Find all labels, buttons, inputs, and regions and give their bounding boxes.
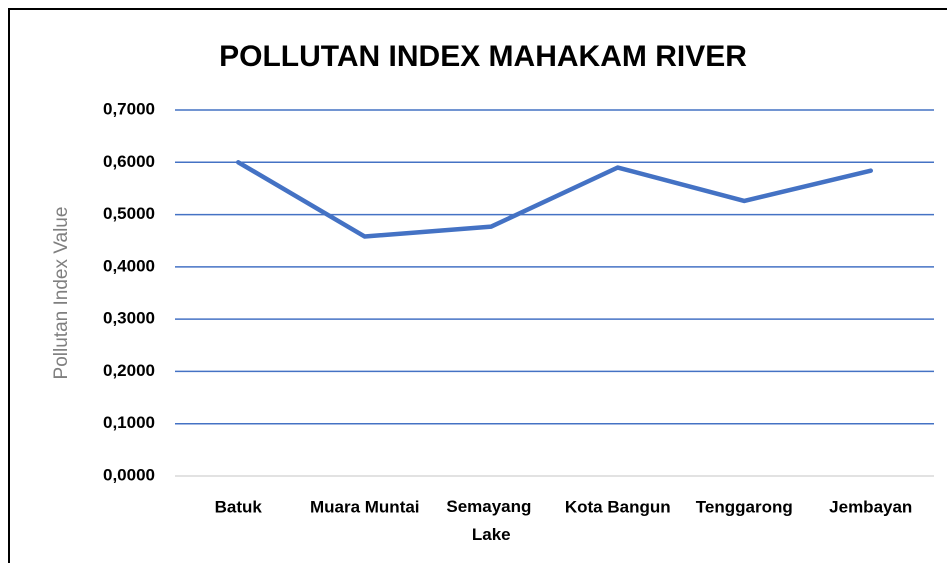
x-tick-label: Jembayan [829,497,912,516]
line [236,160,873,239]
y-tick-label: 0,7000 [103,99,155,118]
y-tick-label: 0,5000 [103,204,155,223]
frame [8,8,947,563]
x-tick-label: Semayang Lake [446,497,536,544]
y-axis-label: Pollutan Index Value [51,207,72,380]
x-tick-label: Batuk [215,497,263,516]
y-tick-label: 0,2000 [103,361,155,380]
y-tick-label: 0,3000 [103,309,155,328]
x-tick-label: Kota Bangun [565,497,671,516]
y-tick-label: 0,4000 [103,256,155,275]
chart-title: POLLUTAN INDEX MAHAKAM RIVER [219,40,747,73]
x-tick-label: Tenggarong [696,497,793,516]
x-tick-label: Muara Muntai [310,497,420,516]
y-tick-label: 0,0000 [103,465,155,484]
y-tick-label: 0,1000 [103,413,155,432]
y-tick-label: 0,6000 [103,152,155,171]
